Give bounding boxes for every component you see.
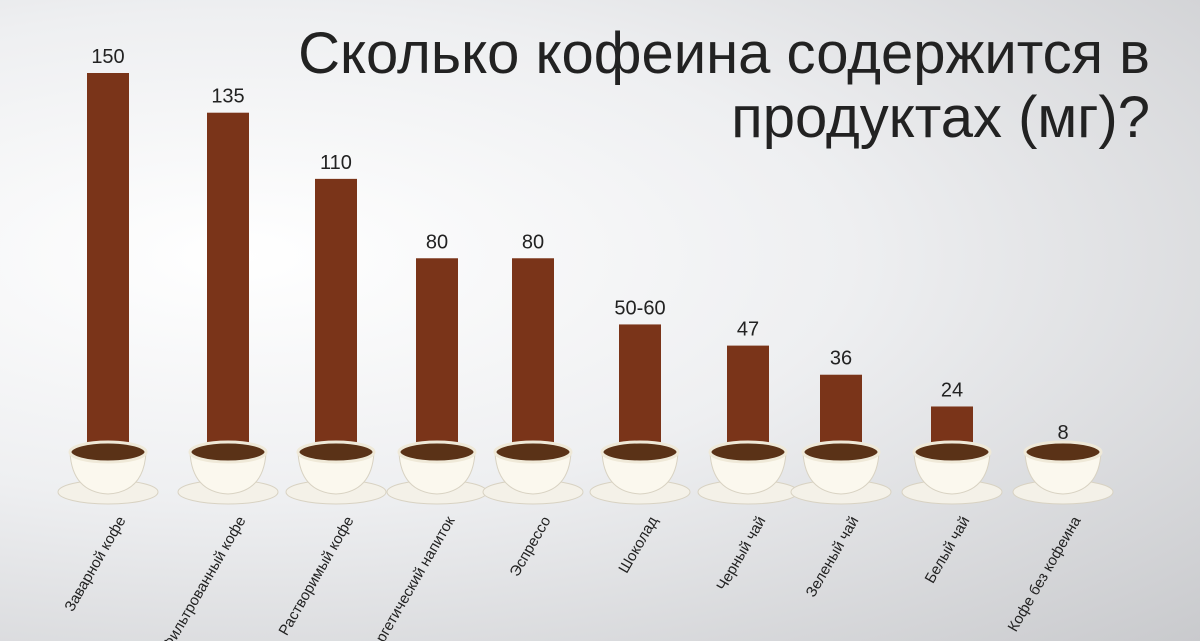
bar xyxy=(207,112,249,470)
bar xyxy=(87,73,129,470)
cup-icon xyxy=(802,451,880,495)
cup-icon xyxy=(494,451,572,495)
x-tick-label: Кофе без кофеина xyxy=(1005,513,1085,635)
value-label: 110 xyxy=(320,152,352,174)
cup-icon xyxy=(913,451,991,495)
value-label: 24 xyxy=(941,379,963,401)
cup-icon xyxy=(398,451,476,495)
cup-icon xyxy=(189,451,267,495)
x-tick-label: Зеленый чай xyxy=(803,514,863,601)
cup-rim-icon xyxy=(188,440,268,464)
cup-icon xyxy=(69,451,147,495)
x-tick-label: Энергетический напиток xyxy=(359,513,459,641)
cup-rim-icon xyxy=(708,440,788,464)
value-label: 36 xyxy=(830,348,852,370)
x-tick-label: Заварной кофе xyxy=(61,514,129,615)
x-tick-label: Эспрессо xyxy=(506,514,554,580)
cup-icon xyxy=(1024,451,1102,495)
cup-rim-icon xyxy=(296,440,376,464)
value-label: 80 xyxy=(426,231,448,253)
x-tick-label: Фильтрованный кофе xyxy=(159,514,249,641)
cup-rim-icon xyxy=(1023,440,1103,464)
cup-rim-icon xyxy=(397,440,477,464)
bar xyxy=(315,178,357,470)
bar xyxy=(416,258,458,470)
cup-icon xyxy=(601,451,679,495)
cup-rim-icon xyxy=(68,440,148,464)
cup-icon xyxy=(709,451,787,495)
x-tick-label: Шоколад xyxy=(615,513,661,576)
value-label: 80 xyxy=(522,231,544,253)
cup-icon xyxy=(297,451,375,495)
value-label: 8 xyxy=(1057,422,1068,444)
cup-rim-icon xyxy=(912,440,992,464)
bar xyxy=(512,258,554,470)
value-label: 150 xyxy=(91,46,124,68)
x-tick-label: Растворимый кофе xyxy=(275,514,357,639)
chart-title: Сколько кофеина содержится в продуктах (… xyxy=(298,21,1150,150)
x-tick-label: Белый чай xyxy=(922,514,974,587)
x-tick-label: Черный чай xyxy=(713,514,769,594)
cup-rim-icon xyxy=(493,440,573,464)
value-label: 50-60 xyxy=(614,297,665,319)
value-label: 47 xyxy=(737,319,759,341)
cup-rim-icon xyxy=(600,440,680,464)
value-label: 135 xyxy=(211,86,244,108)
cup-rim-icon xyxy=(801,440,881,464)
